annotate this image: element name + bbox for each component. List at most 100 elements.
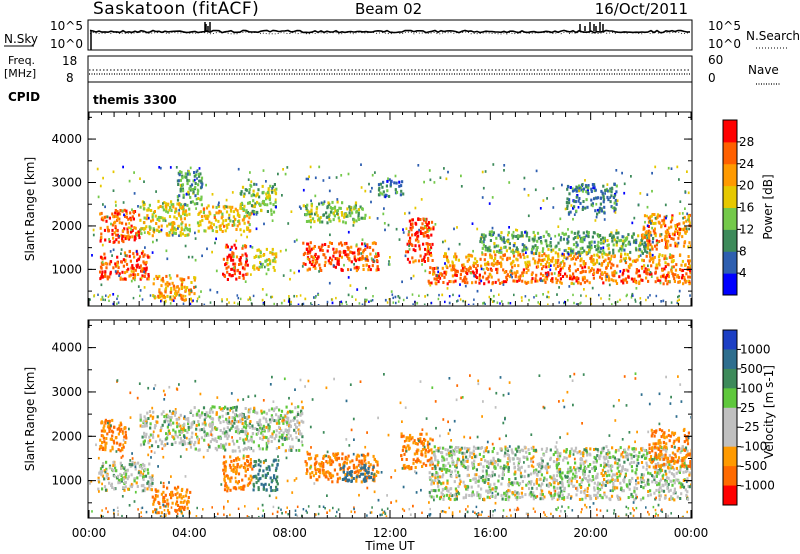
heatmap-cell <box>196 411 199 415</box>
heatmap-cell <box>258 447 261 451</box>
heatmap-cell <box>99 184 102 188</box>
heatmap-cell <box>259 251 262 255</box>
heatmap-cell <box>373 241 376 245</box>
heatmap-cell <box>101 216 104 220</box>
heatmap-cell <box>522 274 524 278</box>
heatmap-cell <box>193 278 196 282</box>
heatmap-cell <box>446 258 449 262</box>
heatmap-cell <box>267 258 271 262</box>
heatmap-cell <box>127 217 130 221</box>
heatmap-cell <box>121 430 124 434</box>
heatmap-cell <box>341 243 344 247</box>
heatmap-cell <box>106 225 109 229</box>
heatmap-cell <box>194 185 197 189</box>
heatmap-cell <box>248 223 251 227</box>
heatmap-cell <box>364 257 367 261</box>
heatmap-cell <box>112 439 115 443</box>
heatmap-cell <box>355 243 358 246</box>
heatmap-cell <box>99 467 103 471</box>
heatmap-cell <box>223 455 226 459</box>
heatmap-cell <box>690 214 691 218</box>
heatmap-cell <box>520 231 523 235</box>
heatmap-cell <box>327 455 330 459</box>
heatmap-cell <box>179 277 182 281</box>
heatmap-cell <box>125 262 129 266</box>
heatmap-cell <box>169 302 172 305</box>
heatmap-cell <box>163 415 166 418</box>
heatmap-cell <box>247 415 251 419</box>
heatmap-cell <box>377 268 380 272</box>
heatmap-cell <box>611 271 614 275</box>
heatmap-cell <box>533 234 536 238</box>
heatmap-cell <box>409 236 412 240</box>
heatmap-cell <box>211 193 214 196</box>
heatmap-cell <box>645 269 648 273</box>
heatmap-cell <box>465 277 468 281</box>
heatmap-cell <box>583 238 586 242</box>
heatmap-cell <box>207 204 210 208</box>
heatmap-cell <box>475 270 478 274</box>
heatmap-cell <box>512 279 515 283</box>
heatmap-cell <box>483 258 486 262</box>
heatmap-cell <box>427 259 430 262</box>
heatmap-cell <box>118 429 122 433</box>
heatmap-cell <box>242 456 245 460</box>
heatmap-cell <box>283 419 286 423</box>
heatmap-cell <box>583 276 586 280</box>
heatmap-cell <box>573 255 576 259</box>
heatmap-cell <box>193 202 196 206</box>
heatmap-cell <box>687 279 690 283</box>
heatmap-cell <box>192 179 195 183</box>
heatmap-cell <box>109 449 112 453</box>
heatmap-cell <box>450 268 453 272</box>
heatmap-cell <box>232 220 235 223</box>
heatmap-cell <box>353 218 356 222</box>
heatmap-cell <box>137 205 139 208</box>
heatmap-cell <box>358 258 361 262</box>
heatmap-cell <box>557 258 560 262</box>
heatmap-cell <box>159 216 162 219</box>
heatmap-cell <box>145 225 148 229</box>
heatmap-cell <box>605 187 608 191</box>
heatmap-cell <box>153 295 155 298</box>
heatmap-cell <box>372 454 375 458</box>
heatmap-cell <box>610 278 613 282</box>
heatmap-cell <box>542 199 545 202</box>
heatmap-cell <box>146 411 149 415</box>
heatmap-cell <box>103 252 106 256</box>
heatmap-cell <box>177 422 181 426</box>
heatmap-cell <box>566 197 569 201</box>
heatmap-cell <box>188 223 191 227</box>
heatmap-cell <box>341 457 344 461</box>
heatmap-cell <box>192 190 195 194</box>
heatmap-cell <box>132 270 135 274</box>
heatmap-cell <box>305 213 308 216</box>
heatmap-cell <box>564 207 567 211</box>
heatmap-cell <box>249 171 251 174</box>
heatmap-cell <box>646 193 649 196</box>
heatmap-cell <box>147 485 151 489</box>
heatmap-cell <box>452 266 456 270</box>
heatmap-cell <box>120 474 123 478</box>
heatmap-cell <box>240 412 244 416</box>
y-tick-label: 3000 <box>51 176 82 190</box>
heatmap-cell <box>563 262 566 266</box>
heatmap-cell <box>623 182 626 186</box>
heatmap-cell <box>419 254 422 258</box>
heatmap-cell <box>330 476 333 480</box>
heatmap-cell <box>116 233 119 237</box>
heatmap-cell <box>234 430 238 434</box>
heatmap-cell <box>601 252 604 256</box>
heatmap-cell <box>320 201 323 205</box>
heatmap-cell <box>322 179 325 182</box>
heatmap-cell <box>540 279 542 282</box>
heatmap-cell <box>574 269 577 273</box>
heatmap-cell <box>524 280 527 284</box>
heatmap-cell <box>97 478 100 482</box>
heatmap-cell <box>416 301 419 305</box>
heatmap-cell <box>169 228 173 232</box>
heatmap-cell <box>178 508 181 511</box>
heatmap-cell <box>638 244 641 248</box>
heatmap-cell <box>428 490 431 494</box>
